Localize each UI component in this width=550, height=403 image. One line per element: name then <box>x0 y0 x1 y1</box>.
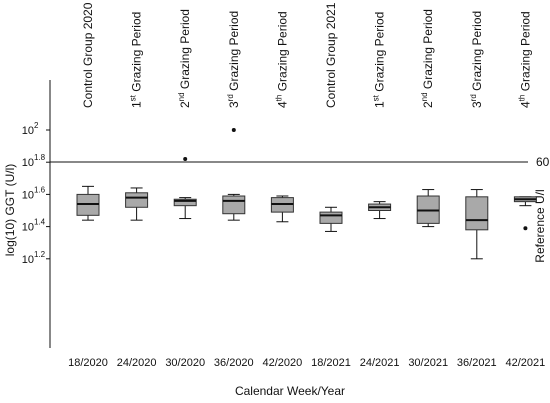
x-tick-label: 42/2020 <box>263 357 303 369</box>
reference-axis-label: Reference U/l <box>533 189 547 262</box>
x-tick-label: 24/2021 <box>360 357 400 369</box>
box-iqr <box>173 198 197 207</box>
group-label: Control Group 2021 <box>324 2 338 108</box>
x-tick-label: 30/2021 <box>408 357 448 369</box>
box-group <box>173 156 197 220</box>
group-label: 2nd Grazing Period <box>177 9 192 108</box>
box-group <box>416 189 440 228</box>
box-group <box>270 195 294 223</box>
box-group <box>465 189 489 260</box>
outlier-point <box>231 128 236 132</box>
box-iqr <box>222 195 246 215</box>
y-tick-label: 10 <box>22 222 34 234</box>
y-tick-label: 10 <box>22 125 34 137</box>
x-tick-label: 24/2020 <box>117 357 157 369</box>
box-group <box>368 201 392 220</box>
group-label: 1st Grazing Period <box>372 12 387 108</box>
group-label: 2nd Grazing Period <box>420 9 435 108</box>
outlier-point <box>523 226 528 231</box>
x-tick-label: 36/2020 <box>214 357 254 369</box>
x-tick-labels: 18/2020 24/2020 30/2020 36/2020 42/2020 18/20… <box>68 357 545 369</box>
box-group <box>222 128 246 221</box>
box-iqr <box>465 196 489 231</box>
group-label: 3rd Grazing Period <box>469 11 484 108</box>
box-group <box>513 196 537 231</box>
group-label: 4th Grazing Period <box>517 11 532 108</box>
y-axis-title: log(10) GGT (U/l) <box>3 164 17 256</box>
outlier-point <box>183 156 188 161</box>
y-tick-exponent: 1.6 <box>34 185 46 194</box>
box-group <box>125 187 149 221</box>
group-label: 1st Grazing Period <box>129 12 144 108</box>
y-tick-exponent: 1.4 <box>34 218 46 227</box>
x-tick-label: 30/2020 <box>165 357 205 369</box>
reference-value-label: 60 <box>536 155 550 169</box>
y-tick-label: 10 <box>22 189 34 201</box>
y-tick-exponent: 2 <box>34 121 39 130</box>
boxes <box>76 128 537 260</box>
x-tick-label: 42/2021 <box>506 357 546 369</box>
group-label: 4th Grazing Period <box>274 11 289 108</box>
box-group <box>76 185 100 221</box>
y-ticks: 10 210 1.810 1.610 1.410 1.2 <box>22 121 50 266</box>
axes: 60 Reference U/l log(10) GGT (U/l) Calen… <box>3 80 550 398</box>
x-tick-label: 18/2021 <box>311 357 351 369</box>
y-tick-exponent: 1.8 <box>34 153 46 162</box>
group-label: Control Group 2020 <box>81 2 95 108</box>
x-tick-label: 18/2020 <box>68 357 108 369</box>
group-labels: Control Group 2020 1st Grazing Period 2nd … <box>81 2 532 108</box>
box-group <box>319 206 343 232</box>
x-tick-label: 36/2021 <box>457 357 497 369</box>
y-tick-exponent: 1.2 <box>34 250 46 259</box>
x-axis-title: Calendar Week/Year <box>235 384 345 398</box>
box-iqr <box>125 192 149 208</box>
group-label: 3rd Grazing Period <box>226 11 241 108</box>
y-tick-label: 10 <box>22 157 34 169</box>
box-iqr <box>319 211 343 224</box>
y-tick-label: 10 <box>22 254 34 266</box>
